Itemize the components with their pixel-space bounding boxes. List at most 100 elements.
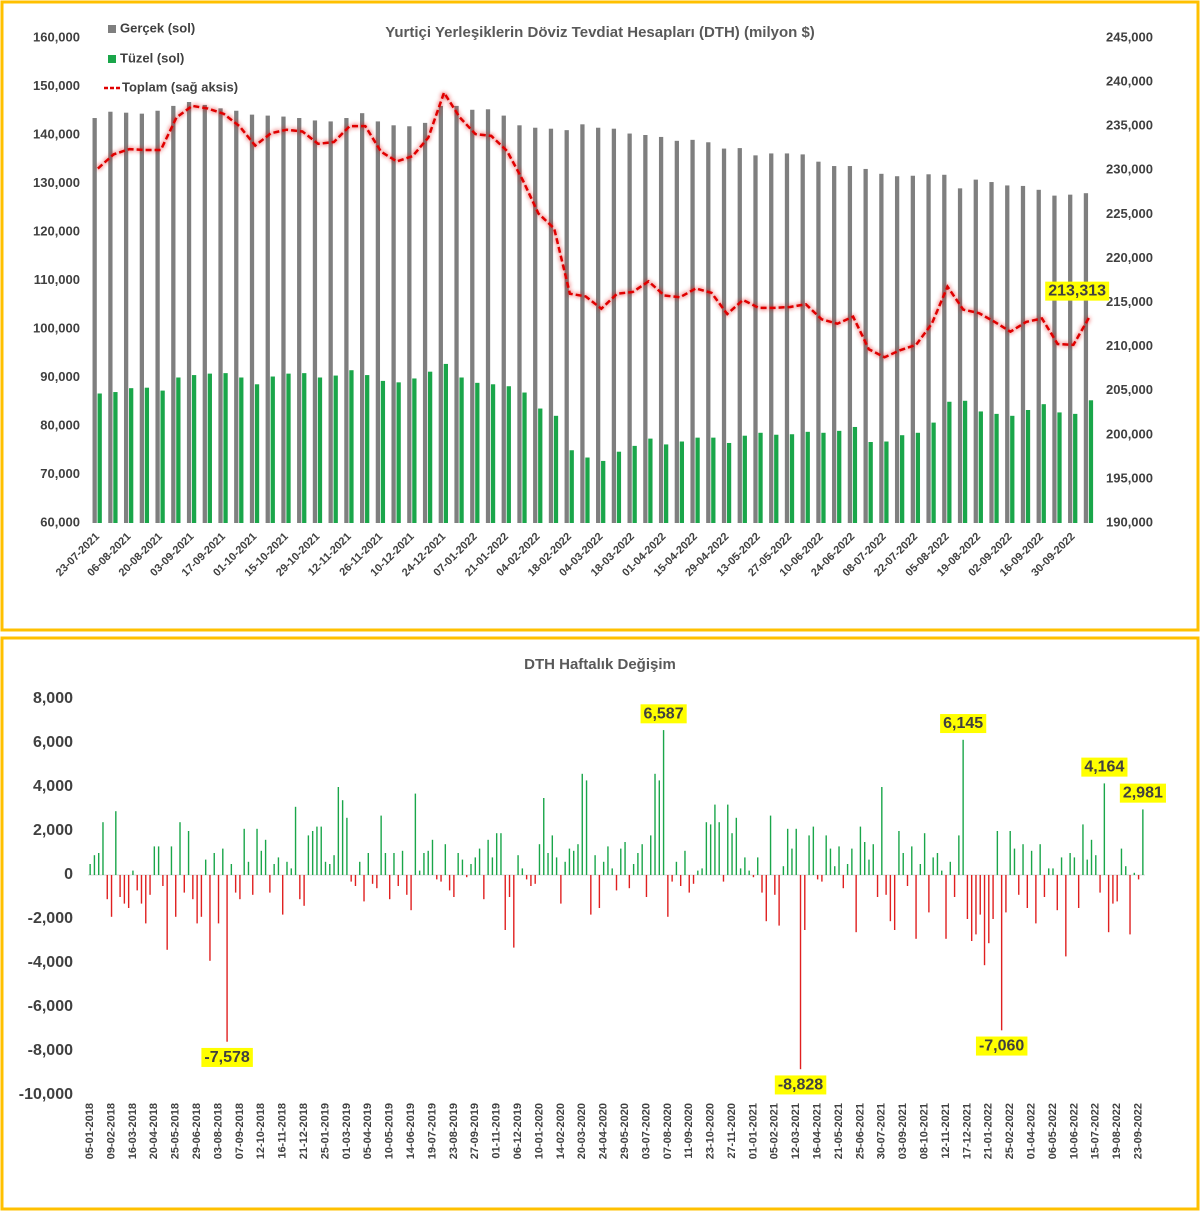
bar — [106, 875, 108, 900]
bar — [534, 875, 536, 884]
x-tick-label: 21-12-2018 — [298, 1103, 310, 1159]
x-tick-label: 01-01-2021 — [747, 1103, 759, 1159]
bar — [444, 844, 447, 875]
bar — [97, 853, 100, 875]
bar — [632, 445, 637, 523]
bar — [825, 835, 827, 875]
bar — [868, 859, 870, 875]
bar — [145, 875, 147, 924]
bar — [1082, 824, 1084, 875]
chart-title: Yurtiçi Yerleşiklerin Döviz Tevdiat Hesa… — [385, 24, 815, 41]
y-tick-label: 6,000 — [33, 734, 73, 751]
bar — [491, 857, 494, 875]
bar — [799, 875, 802, 1070]
bar — [737, 148, 742, 523]
bar — [868, 442, 873, 523]
bar — [620, 848, 622, 875]
bar — [1129, 875, 1131, 935]
bar — [260, 850, 263, 875]
bar — [459, 377, 464, 523]
bar — [461, 859, 464, 875]
label-background — [1081, 757, 1128, 777]
bar — [265, 115, 270, 523]
bar — [758, 432, 763, 523]
y2-tick-label: 225,000 — [1106, 206, 1153, 221]
bar — [380, 815, 382, 875]
bar — [448, 875, 451, 891]
y-tick-label: 120,000 — [33, 223, 80, 238]
bar — [910, 175, 915, 524]
bar — [978, 411, 983, 523]
bar — [1107, 875, 1110, 933]
bar — [123, 875, 126, 904]
bar — [832, 166, 837, 524]
bar — [427, 371, 433, 523]
x-tick-label: 12-11-2021 — [940, 1103, 952, 1159]
bar — [297, 118, 302, 524]
bar — [440, 875, 442, 882]
bar — [186, 102, 192, 524]
bar — [789, 434, 795, 523]
bar — [213, 853, 215, 875]
legend-label: Gerçek (sol) — [120, 20, 195, 35]
x-tick-label: 20-03-2020 — [576, 1103, 588, 1159]
bar — [628, 875, 631, 889]
bar — [311, 831, 314, 875]
bar — [975, 875, 977, 935]
bar — [207, 373, 212, 523]
bar — [994, 413, 999, 523]
bar — [889, 875, 892, 922]
bar — [115, 811, 117, 875]
bar — [470, 864, 472, 875]
x-tick-label: 16-11-2018 — [277, 1103, 289, 1159]
bar — [191, 375, 197, 523]
bar — [786, 828, 789, 875]
bar — [859, 826, 862, 875]
bar — [662, 730, 665, 875]
y-tick-label: 0 — [64, 866, 73, 883]
bar — [1086, 859, 1088, 875]
bar — [834, 866, 836, 875]
bar — [564, 130, 569, 523]
bar — [359, 861, 361, 875]
bar — [1065, 875, 1067, 957]
bar — [360, 113, 365, 524]
bar — [346, 817, 348, 875]
bar — [663, 444, 669, 523]
bar — [627, 133, 632, 524]
y2-tick-label: 245,000 — [1106, 29, 1153, 44]
x-tick-label: 06-05-2022 — [1047, 1103, 1059, 1159]
bar — [110, 875, 113, 917]
x-tick-label: 23-08-2019 — [448, 1103, 460, 1159]
bar — [380, 380, 386, 523]
y2-tick-label: 230,000 — [1106, 162, 1153, 177]
bar — [551, 835, 554, 875]
x-tick-label: 01-11-2019 — [491, 1103, 503, 1159]
x-tick-label: 15-07-2022 — [1090, 1103, 1102, 1159]
bar — [1025, 409, 1031, 523]
x-tick-label: 16-04-2021 — [812, 1103, 824, 1159]
bar — [176, 377, 181, 523]
bar — [852, 426, 858, 523]
bar — [384, 853, 387, 875]
bar — [846, 864, 849, 875]
bar — [234, 110, 239, 523]
y2-tick-label: 200,000 — [1106, 426, 1153, 441]
bar — [475, 382, 480, 523]
bar — [269, 875, 271, 893]
bar — [872, 844, 874, 875]
bar — [581, 773, 583, 875]
bar — [281, 116, 286, 523]
bar — [264, 839, 267, 875]
bar — [179, 822, 181, 875]
bar — [453, 875, 455, 897]
bar — [155, 110, 160, 523]
bar — [602, 861, 605, 875]
bar — [774, 875, 776, 895]
bar — [506, 386, 511, 523]
bar — [941, 870, 943, 875]
bar — [674, 140, 679, 523]
bar — [632, 864, 635, 875]
bar — [196, 875, 198, 924]
panel-frame — [0, 0, 1200, 632]
